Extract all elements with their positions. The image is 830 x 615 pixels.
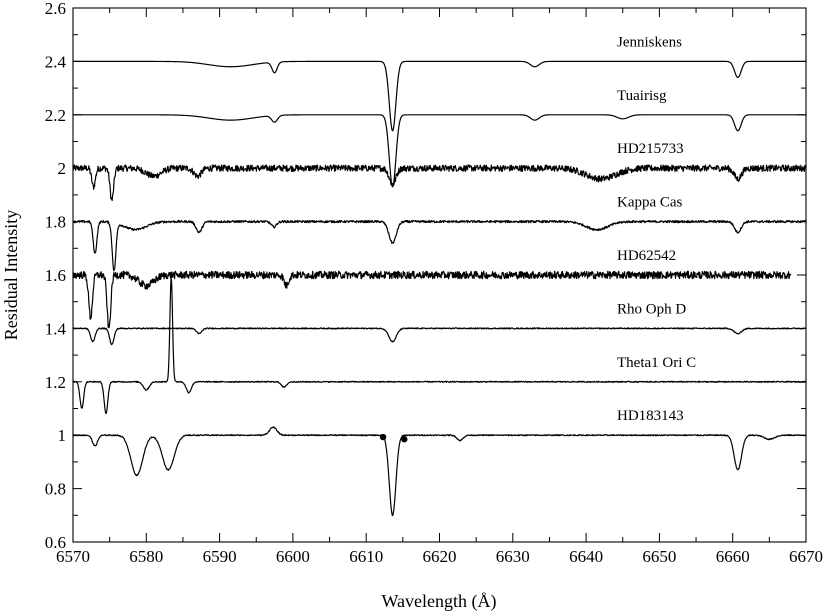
series-label: Theta1 Ori C (617, 355, 696, 371)
x-tick-label: 6600 (276, 547, 310, 566)
series-label: Rho Oph D (617, 301, 686, 317)
x-tick-label: 6650 (642, 547, 676, 566)
y-tick-label: 0.8 (45, 480, 66, 499)
x-tick-label: 6570 (56, 547, 90, 566)
axis-ticks: 6570 6580 6590 6600 6610 6620 6630 6640 6650 6660… (45, 0, 823, 566)
x-tick-label: 6590 (203, 547, 237, 566)
series-label: Jenniskens (617, 34, 682, 50)
x-tick-label: 6660 (716, 547, 750, 566)
y-tick-label: 1.8 (45, 213, 66, 232)
y-tick-label: 2.4 (45, 52, 67, 71)
series-line-hd62542 (72, 270, 792, 329)
series-marker-point (401, 436, 408, 443)
y-tick-label: 1.4 (45, 319, 67, 338)
series-line-rho-oph-d (72, 327, 807, 346)
series-line-hd183143 (72, 426, 807, 517)
series-label: HD62542 (617, 248, 676, 264)
x-tick-label: 6580 (129, 547, 163, 566)
y-tick-label: 0.6 (45, 533, 66, 552)
series-line-jenniskens (72, 60, 806, 132)
y-tick-label: 1.6 (45, 266, 66, 285)
x-tick-label: 6620 (423, 547, 457, 566)
x-axis-label: Wavelength (Å) (381, 591, 496, 612)
y-tick-label: 1 (58, 426, 67, 445)
y-axis-label: Residual Intensity (1, 210, 21, 340)
series-label: Tuairisg (617, 88, 667, 104)
series-line-theta1-ori-c (72, 277, 807, 415)
y-tick-label: 2.2 (45, 106, 66, 125)
series-label: Kappa Cas (617, 195, 683, 211)
x-tick-label: 6610 (349, 547, 383, 566)
series-line-hd215733 (72, 164, 807, 202)
x-tick-label: 6630 (496, 547, 530, 566)
series-line-kappa-cas (72, 219, 806, 272)
series-label: HD215733 (617, 141, 684, 157)
series-marker-point (379, 433, 387, 441)
y-tick-label: 2 (58, 159, 67, 178)
series-line-tuairisg (72, 114, 806, 188)
y-tick-label: 2.6 (45, 0, 66, 18)
y-tick-label: 1.2 (45, 373, 66, 392)
series-label: HD183143 (617, 408, 684, 424)
x-tick-label: 6640 (569, 547, 603, 566)
series-labels: Jenniskens Tuairisg HD215733 Kappa Cas HD625… (617, 34, 696, 424)
series-lines (72, 60, 807, 517)
x-tick-label: 6670 (789, 547, 823, 566)
